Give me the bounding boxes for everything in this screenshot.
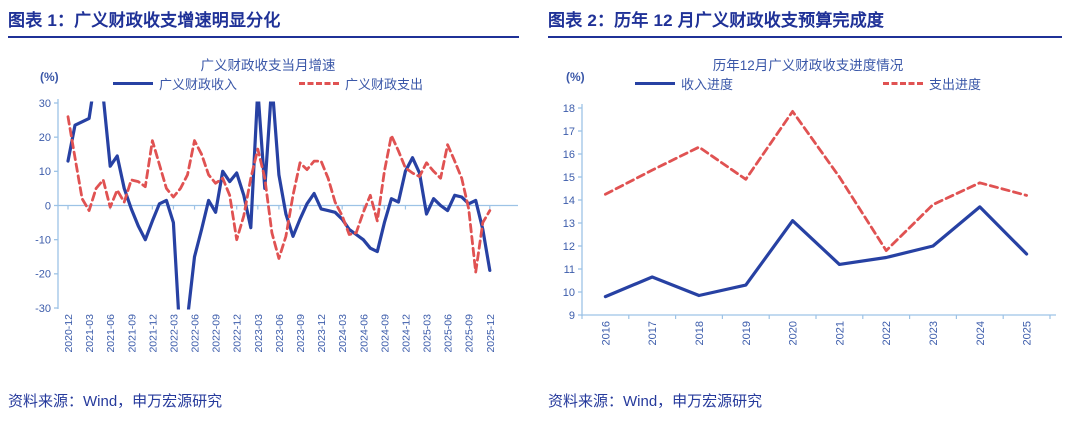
svg-text:2024-12: 2024-12	[400, 314, 412, 353]
svg-text:2022-03: 2022-03	[168, 314, 180, 353]
december-budget-completion-chart: 9 10 11 12 13 14 15 16 17 18 2016 2017 2018 2019 2020 2…	[563, 103, 1056, 345]
figure1-chart-title: 广义财政收支当月增速	[200, 58, 336, 73]
svg-text:2025-06: 2025-06	[443, 314, 455, 353]
svg-text:9: 9	[569, 310, 575, 322]
svg-text:2024: 2024	[975, 321, 987, 345]
svg-text:18: 18	[563, 103, 575, 115]
svg-text:2025-09: 2025-09	[464, 314, 476, 353]
svg-text:13: 13	[563, 218, 575, 230]
svg-text:2025-03: 2025-03	[422, 314, 434, 353]
svg-text:20: 20	[39, 132, 51, 144]
dashed-line-sample-icon	[883, 82, 923, 85]
svg-text:2023-06: 2023-06	[274, 314, 286, 353]
svg-text:2016: 2016	[600, 321, 612, 345]
svg-text:2023: 2023	[928, 321, 940, 345]
svg-text:2025: 2025	[1022, 321, 1034, 345]
svg-text:-10: -10	[35, 234, 51, 246]
svg-text:2021-06: 2021-06	[105, 314, 117, 353]
figure2-legend: 收入进度 支出进度	[588, 74, 1028, 93]
figure1-percent-unit-label: (%)	[40, 70, 59, 84]
svg-text:2023-12: 2023-12	[316, 314, 328, 353]
legend-item-revenue: 广义财政收入	[112, 74, 237, 93]
svg-text:2023-03: 2023-03	[253, 314, 265, 353]
svg-text:14: 14	[563, 195, 575, 207]
svg-text:2024-03: 2024-03	[337, 314, 349, 353]
svg-text:2019: 2019	[741, 321, 753, 345]
svg-text:-30: -30	[35, 303, 51, 315]
monthly-fiscal-growth-chart: -30 -20 -10 0 10 20 30 2020-12 2021-03 2021-06 202…	[35, 98, 518, 353]
figure1-header: 图表 1：广义财政收支增速明显分化	[8, 6, 519, 38]
figure1-legend: 广义财政收入 广义财政支出	[48, 74, 488, 93]
figure2-header: 图表 2：历年 12 月广义财政收支预算完成度	[548, 6, 1062, 38]
svg-text:2021-12: 2021-12	[147, 314, 159, 353]
svg-text:-20: -20	[35, 269, 51, 281]
svg-text:2021-09: 2021-09	[126, 314, 138, 353]
svg-text:2017: 2017	[647, 321, 659, 345]
solid-line-sample-icon	[634, 81, 675, 86]
legend-label-revenue: 广义财政收入	[158, 77, 237, 92]
legend-label-expenditure: 广义财政支出	[345, 77, 424, 92]
svg-text:11: 11	[564, 264, 575, 276]
svg-text:0: 0	[45, 200, 51, 212]
svg-text:2024-09: 2024-09	[379, 314, 391, 353]
svg-text:17: 17	[563, 126, 575, 138]
figure2-percent-unit-label: (%)	[566, 70, 585, 84]
svg-text:2024-06: 2024-06	[358, 314, 370, 353]
legend-item-revenue-progress: 收入进度	[634, 74, 733, 93]
svg-text:2025-12: 2025-12	[485, 314, 497, 353]
svg-text:2021: 2021	[834, 321, 846, 345]
dashed-line-sample-icon	[299, 82, 339, 85]
svg-text:12: 12	[563, 241, 575, 253]
svg-text:2021-03: 2021-03	[84, 314, 96, 353]
svg-text:2023-09: 2023-09	[295, 314, 307, 353]
svg-text:2022: 2022	[881, 321, 893, 345]
legend-label-expenditure-progress: 支出进度	[929, 77, 982, 92]
figure2-source-note: 资料来源：Wind，申万宏源研究	[548, 393, 763, 410]
svg-text:16: 16	[563, 149, 575, 161]
figure2-chart-title: 历年12月广义财政收支进度情况	[712, 58, 904, 73]
legend-label-revenue-progress: 收入进度	[680, 77, 733, 92]
figure1-source-note: 资料来源：Wind，申万宏源研究	[8, 393, 223, 410]
svg-text:10: 10	[563, 287, 575, 299]
svg-text:30: 30	[39, 98, 51, 110]
svg-text:2022-06: 2022-06	[190, 314, 202, 353]
solid-line-sample-icon	[112, 81, 153, 86]
legend-item-expenditure-progress: 支出进度	[883, 74, 981, 93]
svg-text:2018: 2018	[694, 321, 706, 345]
svg-text:2020: 2020	[788, 321, 800, 345]
svg-text:2022-09: 2022-09	[211, 314, 223, 353]
svg-text:2022-12: 2022-12	[232, 314, 244, 353]
svg-text:10: 10	[39, 166, 51, 178]
svg-text:2020-12: 2020-12	[63, 314, 75, 353]
legend-item-expenditure: 广义财政支出	[299, 74, 423, 93]
svg-text:15: 15	[563, 172, 575, 184]
